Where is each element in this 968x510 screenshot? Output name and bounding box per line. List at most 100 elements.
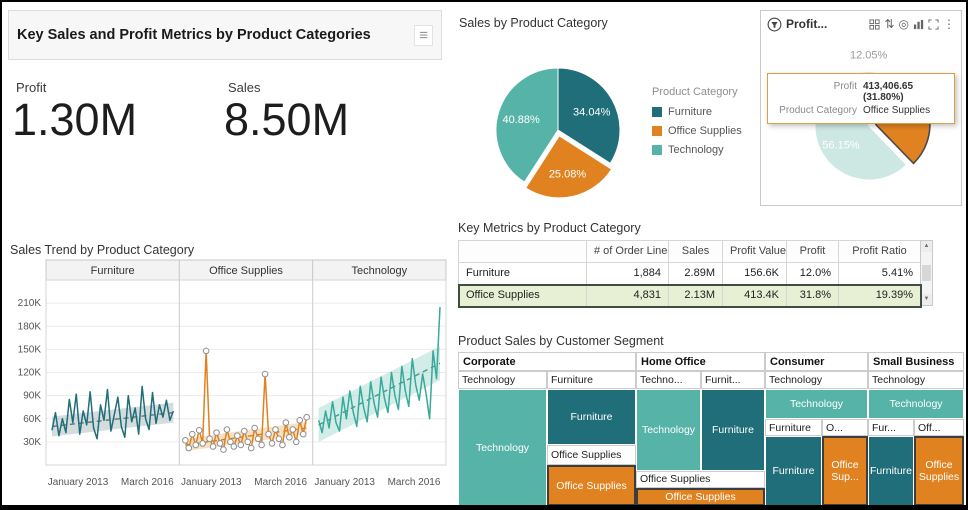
treemap-block-technology[interactable]: Technology [765,389,868,419]
series-marker[interactable] [182,437,189,444]
metrics-table-title: Key Metrics by Product Category [458,221,641,235]
scroll-down-icon[interactable]: ▼ [921,294,932,305]
table-scrollbar[interactable]: ▲ ▼ [920,240,933,306]
office-supplies-label[interactable]: Office Supplies [636,471,765,488]
series-marker[interactable] [234,432,241,440]
dashboard-header: Key Sales and Profit Metrics by Product … [8,10,442,60]
series-line-technology[interactable] [317,306,441,434]
chart-icon[interactable] [913,19,924,30]
pie-slice-furniture[interactable] [557,67,621,165]
sort-icon[interactable]: ⇅ [884,17,895,31]
series-marker[interactable] [188,430,196,438]
treemap-block-office-supplies[interactable]: Office Supplies [914,436,964,505]
treemap-block-furniture[interactable]: Furniture [547,389,636,445]
sub-header-technology[interactable]: Techno... [636,371,701,389]
table-row-office-supplies[interactable]: Office Supplies 4,831 2.13M 413.4K 31.8% 19.3… [458,284,922,308]
expand-icon[interactable] [928,18,939,30]
series-marker[interactable] [251,424,258,432]
treemap-block-furniture[interactable]: Furniture [701,389,765,471]
series-marker[interactable] [254,435,262,443]
pie-slice-office-supplies[interactable] [524,135,613,199]
series-marker[interactable] [195,427,203,434]
treemap-block-furniture[interactable]: Furniture [868,436,914,505]
series-marker[interactable] [206,435,213,443]
series-marker[interactable] [240,427,248,435]
treemap-block-office-supplies[interactable]: Office Supplies [547,465,636,505]
series-marker[interactable] [244,438,252,446]
sub-header-office[interactable]: O... [822,419,868,436]
table-header-profit-ratio[interactable]: Profit Ratio [839,241,921,263]
series-marker[interactable] [216,440,224,447]
table-cell: 156.6K [723,263,787,285]
series-marker[interactable] [299,430,307,438]
series-marker[interactable] [220,446,227,453]
legend-item-technology[interactable]: Technology [652,144,742,156]
treemap-block-office-supplies[interactable]: Office Supplies [636,488,765,505]
series-marker[interactable] [265,430,272,438]
series-marker[interactable] [282,419,290,426]
segment-header[interactable]: Consumer [765,352,868,371]
kebab-menu-icon[interactable]: ⋮ [943,17,955,31]
menu-grip-icon[interactable]: ≡ [414,24,433,46]
table-row-furniture[interactable]: Furniture 1,884 2.89M 156.6K 12.0% 5.41% [459,263,921,285]
legend-item-furniture[interactable]: Furniture [652,106,742,118]
series-marker[interactable] [289,426,297,433]
legend-item-office-supplies[interactable]: Office Supplies [652,125,742,137]
office-supplies-label[interactable]: Office Supplies [547,445,636,465]
kpi-sales-value: 8.50M [224,94,350,145]
pie-slice-technology[interactable] [495,67,559,183]
panel-header-label: Office Supplies [209,265,283,277]
table-header--of-order-lines[interactable]: # of Order Lines [587,241,669,263]
segment-header[interactable]: Home Office [636,352,765,371]
filter-funnel-icon[interactable] [767,17,782,32]
table-header-category[interactable] [459,241,587,263]
sub-header-furniture[interactable]: Fur... [868,419,914,436]
series-marker[interactable] [213,429,220,436]
series-marker[interactable] [192,441,200,449]
series-line-furniture[interactable] [51,385,175,440]
treemap-block-technology[interactable]: Technology [636,389,701,471]
sub-header-furniture[interactable]: Furnit... [701,371,765,389]
target-icon[interactable]: ◎ [898,17,909,31]
series-marker[interactable] [303,413,310,421]
series-marker[interactable] [209,443,217,450]
series-marker[interactable] [247,444,255,452]
series-marker[interactable] [223,426,231,433]
series-marker[interactable] [199,440,206,447]
table-header-profit[interactable]: Profit [787,241,839,263]
series-marker[interactable] [227,438,234,446]
series-marker[interactable] [272,426,279,433]
sub-header-technology[interactable]: Technology [868,371,964,389]
kpi-profit-label: Profit [16,80,47,95]
series-marker[interactable] [286,433,293,441]
table-header-sales[interactable]: Sales [669,241,723,263]
sub-header-office[interactable]: Off... [914,419,964,436]
profit-card: Profit... ⇅ ◎ ⋮ 12.05%31.80%56.15% Profi… [760,10,962,206]
series-marker[interactable] [296,416,304,424]
treemap-block-technology[interactable]: Technology [868,389,964,419]
grid-icon[interactable] [869,18,880,30]
series-marker[interactable] [230,443,238,450]
segment-header[interactable]: Small Business [868,352,964,371]
sub-header-furniture[interactable]: Furniture [765,419,822,436]
scrollbar-thumb[interactable] [922,265,931,281]
table-header-profit-value[interactable]: Profit Value [723,241,787,263]
series-marker[interactable] [258,441,265,449]
series-marker[interactable] [185,444,193,452]
series-marker[interactable] [261,370,269,378]
segment-header[interactable]: Corporate [458,352,636,371]
treemap-block-furniture[interactable]: Furniture [765,436,822,505]
legend-swatch-furniture [652,107,662,117]
series-marker[interactable] [237,441,245,449]
series-marker[interactable] [275,435,283,443]
series-marker[interactable] [292,438,300,446]
scroll-up-icon[interactable]: ▲ [921,241,932,252]
series-marker[interactable] [279,441,286,449]
sub-header-technology[interactable]: Technology [458,371,547,389]
sub-header-furniture[interactable]: Furniture [547,371,636,389]
treemap-block-technology[interactable]: Technology [458,389,547,505]
series-marker[interactable] [202,347,210,355]
treemap-block-office-supplies[interactable]: Office Sup... [822,436,868,505]
series-marker[interactable] [268,440,276,447]
sub-header-technology[interactable]: Technology [765,371,868,389]
